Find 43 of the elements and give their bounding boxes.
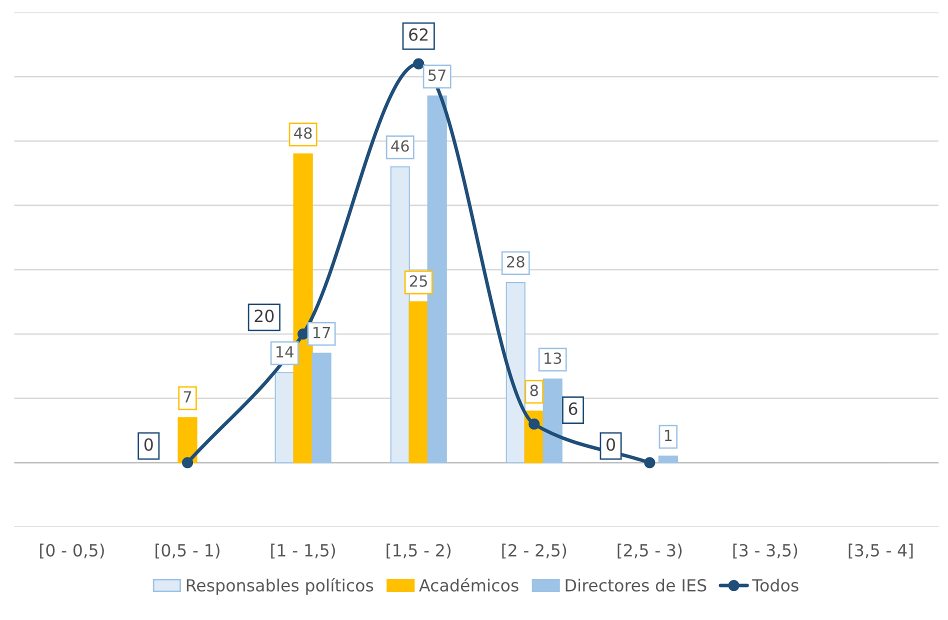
x-tick-label: [1 - 1,5) [271,544,335,559]
x-tick-label: [3 - 3,5) [733,544,798,559]
data-label: 17 [314,326,330,338]
bar [408,301,428,464]
data-label: 0 [144,438,153,451]
point [182,457,194,468]
x-tick-label: [1,5 - 2) [386,544,451,559]
point [413,58,424,70]
data-label: 1 [664,430,672,442]
bar [542,378,562,464]
data-label: 14 [276,346,294,358]
data-label: 20 [254,310,274,322]
bar [427,95,447,464]
bar [178,417,198,464]
data-label: 0 [606,438,615,451]
legend-label: Responsables políticos [186,578,374,595]
legend-label: Todos [752,578,798,592]
bar [658,456,678,464]
legend-label: Académicos [419,578,518,592]
point [644,457,656,468]
data-label: 6 [568,402,578,416]
x-tick-label: [0,5 - 1) [156,544,220,559]
bar [390,166,410,464]
data-label: 57 [428,70,446,82]
point [528,418,540,430]
bar [312,352,332,464]
bar [274,372,294,464]
data-label: 46 [391,140,409,152]
point [298,328,309,340]
bar [506,282,526,464]
bar [293,153,313,464]
legend-label: Directores de IES [566,578,706,592]
data-label: 8 [530,384,538,396]
x-tick-label: [0 - 0,5) [40,544,104,559]
data-label: 62 [409,28,428,41]
x-tick-label: [2,5 - 3) [618,544,682,559]
data-label: 48 [294,127,312,139]
x-tick-label: [2 - 2,5) [502,544,566,559]
data-label: 28 [507,256,524,268]
x-tick-label: [3,5 - 4] [848,544,913,559]
data-label: 25 [410,275,427,287]
data-label: 7 [184,391,192,402]
data-label: 13 [544,352,562,364]
